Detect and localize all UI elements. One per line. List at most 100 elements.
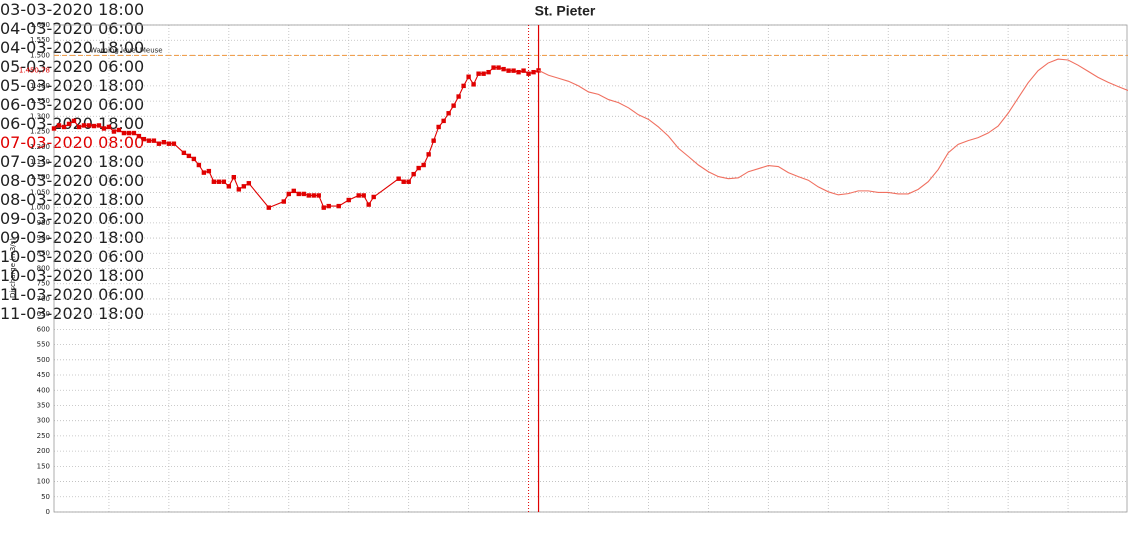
data-point — [296, 191, 301, 197]
series-line — [53, 67, 539, 209]
data-point — [201, 170, 207, 175]
y-tick-label: 1.250 — [30, 128, 50, 136]
warning-label: Warning level Meuse — [90, 46, 163, 54]
data-point — [61, 124, 67, 130]
data-point — [236, 187, 242, 192]
y-tick-label: 550 — [37, 341, 50, 349]
y-axis-label: Discharge (m3/s) — [9, 238, 17, 298]
y-tick-label: 500 — [37, 356, 50, 364]
data-point — [536, 68, 541, 73]
data-point — [466, 74, 471, 79]
x-tick-label: 04-03-2020 18:00 — [0, 38, 145, 57]
data-point — [191, 156, 197, 162]
data-point — [241, 184, 247, 189]
data-point — [406, 179, 411, 184]
data-point — [231, 174, 237, 180]
y-tick-label: 300 — [37, 417, 50, 425]
series-line — [538, 58, 1128, 196]
data-point — [426, 152, 431, 157]
data-point — [211, 179, 217, 184]
x-tick-label: 04-03-2020 06:00 — [0, 19, 145, 38]
y-tick-label: 650 — [37, 310, 50, 318]
x-tick-label: 05-03-2020 06:00 — [0, 57, 145, 76]
y-tick-label: 100 — [37, 478, 50, 486]
data-point — [116, 127, 122, 133]
data-point — [436, 124, 441, 130]
y-tick-label: 1.050 — [30, 188, 50, 196]
data-point — [316, 193, 321, 198]
data-point — [126, 130, 132, 136]
data-point — [521, 68, 526, 73]
x-tick-label: 09-03-2020 18:00 — [0, 228, 145, 247]
x-tick-label: 11-03-2020 18:00 — [0, 304, 145, 323]
data-point — [76, 124, 82, 130]
x-tick-label: 08-03-2020 18:00 — [0, 190, 145, 209]
data-point — [206, 168, 212, 174]
data-point — [526, 71, 531, 76]
data-point — [496, 65, 501, 70]
data-point — [161, 139, 167, 145]
data-point — [181, 150, 187, 156]
y-tick-label: 950 — [37, 219, 50, 227]
y-tick-label: 850 — [37, 249, 50, 257]
x-tick-label: 07-03-2020 18:00 — [0, 152, 145, 171]
data-point — [96, 123, 102, 128]
data-point — [461, 83, 466, 89]
data-point — [246, 181, 252, 186]
data-point — [186, 153, 192, 159]
data-point — [221, 179, 227, 184]
data-point — [81, 123, 87, 128]
x-tick-label: 10-03-2020 06:00 — [0, 247, 145, 266]
x-tick-label: 10-03-2020 18:00 — [0, 266, 145, 285]
current-value-label: 1.450,78 — [19, 66, 50, 74]
data-point — [301, 191, 306, 197]
chart-title: St. Pieter — [535, 3, 596, 19]
y-tick-label: 350 — [37, 401, 50, 409]
data-point — [146, 138, 152, 143]
data-point — [56, 123, 62, 128]
data-point — [401, 179, 406, 184]
y-tick-label: 1.300 — [30, 112, 50, 120]
data-point — [101, 126, 107, 131]
y-tick-label: 600 — [37, 325, 50, 333]
data-point — [486, 69, 491, 75]
data-point — [356, 193, 361, 198]
data-point — [156, 141, 162, 146]
data-point — [86, 123, 92, 128]
data-point — [311, 193, 316, 198]
data-point — [416, 165, 421, 171]
data-point — [336, 203, 341, 209]
data-point — [131, 130, 137, 136]
data-point — [491, 65, 496, 70]
data-point — [511, 68, 516, 73]
data-point — [516, 69, 521, 75]
data-point — [291, 188, 296, 194]
data-point — [361, 193, 366, 198]
data-point — [476, 71, 481, 76]
y-tick-label: 1.500 — [30, 51, 50, 59]
data-point — [216, 179, 222, 184]
data-point — [411, 171, 416, 177]
data-point — [106, 124, 112, 130]
data-point — [371, 194, 376, 200]
data-point — [51, 126, 57, 131]
y-tick-label: 1.200 — [30, 143, 50, 151]
y-tick-label: 150 — [37, 462, 50, 470]
data-point — [506, 68, 511, 73]
y-tick-label: 700 — [37, 295, 50, 303]
y-tick-label: 50 — [41, 493, 50, 501]
y-tick-label: 200 — [37, 447, 50, 455]
data-point — [286, 191, 291, 197]
data-point — [171, 141, 177, 146]
data-point — [281, 199, 286, 204]
data-point — [71, 118, 77, 124]
data-point — [306, 193, 311, 198]
data-point — [66, 121, 72, 127]
y-tick-label: 1.550 — [30, 36, 50, 44]
x-tick-label: 03-03-2020 18:00 — [0, 0, 145, 19]
data-point — [226, 184, 232, 189]
data-point — [471, 82, 476, 87]
data-point — [326, 203, 331, 209]
